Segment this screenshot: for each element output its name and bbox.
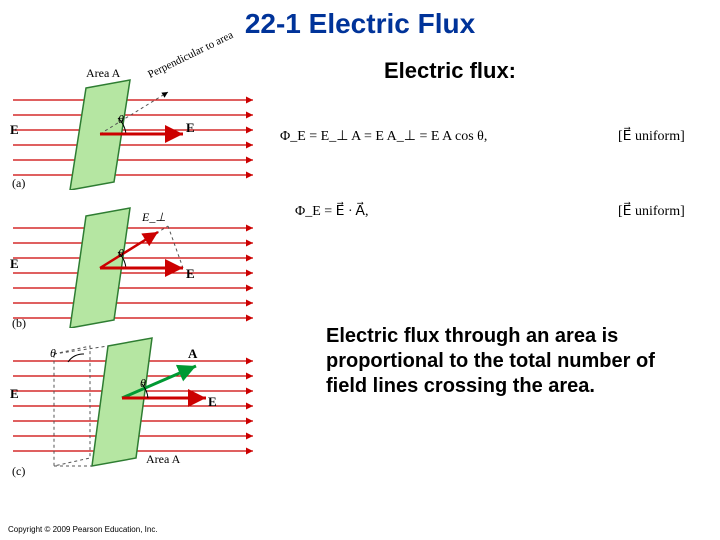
label-tag-b: (b): [12, 316, 26, 331]
label-theta-b: θ: [118, 246, 124, 261]
equation-2-condition: [E⃗ uniform]: [618, 203, 685, 220]
label-theta-c-top: θ: [50, 346, 56, 361]
label-E-right-b: E⃗: [186, 266, 205, 282]
subtitle-text: Electric flux:: [384, 58, 516, 83]
label-E-left-c: E⃗: [10, 386, 29, 402]
equation-1: Φ_E = E_⊥ A = E A_⊥ = E A cos θ,: [280, 128, 487, 145]
label-tag-c: (c): [12, 464, 25, 479]
label-theta-a: θ: [118, 112, 124, 127]
copyright-text: Copyright © 2009 Pearson Education, Inc.: [8, 525, 158, 534]
label-tag-a: (a): [12, 176, 25, 191]
copyright-notice: Copyright © 2009 Pearson Education, Inc.: [8, 525, 158, 534]
title-text: 22-1 Electric Flux: [245, 8, 475, 39]
equation-2: Φ_E = E⃗ · A⃗,: [295, 203, 369, 220]
label-A-c: A⃗: [188, 346, 208, 362]
label-E-right-c: E⃗: [208, 394, 227, 410]
label-Eperp-b: E_⊥: [142, 210, 166, 225]
eq2-text: Φ_E = E⃗ · A⃗,: [295, 204, 369, 219]
label-E-left-a: E⃗: [10, 122, 29, 138]
label-area-a: Area A: [86, 66, 120, 81]
diagram-column: Area A Perpendicular to area θ E⃗ E⃗ (a): [8, 60, 288, 474]
diagram-a-svg: [8, 60, 288, 190]
label-E-right-a: E⃗: [186, 120, 205, 136]
label-area-c: Area A: [146, 452, 180, 467]
label-theta-c: θ: [140, 376, 146, 391]
cond2-text: [E⃗ uniform]: [618, 204, 685, 219]
body-text: Electric flux through an area is proport…: [326, 325, 655, 397]
eq1-text: Φ_E = E_⊥ A = E A_⊥ = E A cos θ,: [280, 129, 487, 144]
page-title: 22-1 Electric Flux: [0, 0, 720, 40]
diagram-c: θ A⃗ θ E⃗ E⃗ Area A (c): [8, 336, 288, 466]
cond1-text: [E⃗ uniform]: [618, 129, 685, 144]
equation-1-condition: [E⃗ uniform]: [618, 128, 685, 145]
label-E-left-b: E⃗: [10, 256, 29, 272]
diagram-b: E_⊥ θ E⃗ E⃗ (b): [8, 198, 288, 328]
diagram-a: Area A Perpendicular to area θ E⃗ E⃗ (a): [8, 60, 288, 190]
body-paragraph: Electric flux through an area is proport…: [326, 324, 666, 399]
